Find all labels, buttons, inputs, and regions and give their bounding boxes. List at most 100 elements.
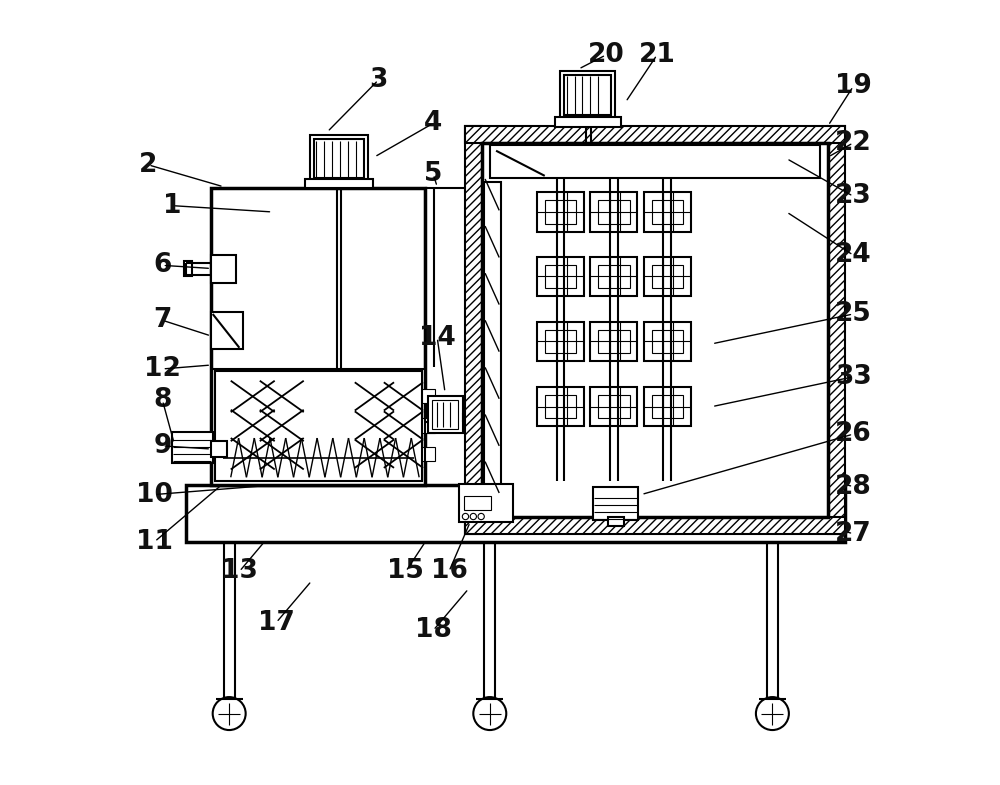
Bar bbox=[215, 371, 422, 481]
Bar bbox=[537, 257, 584, 296]
Text: 7: 7 bbox=[153, 307, 172, 334]
Bar bbox=[372, 389, 388, 403]
Text: 33: 33 bbox=[835, 363, 872, 390]
Bar bbox=[343, 418, 359, 433]
Bar bbox=[598, 265, 630, 288]
Bar bbox=[545, 395, 576, 418]
Text: 15: 15 bbox=[387, 558, 424, 585]
Bar bbox=[172, 432, 213, 463]
Bar bbox=[564, 75, 611, 115]
Bar bbox=[305, 179, 373, 188]
Text: 4: 4 bbox=[424, 110, 442, 137]
Text: 21: 21 bbox=[639, 42, 675, 68]
Bar bbox=[211, 255, 236, 283]
Bar bbox=[184, 261, 192, 276]
Bar bbox=[270, 389, 287, 404]
Bar bbox=[590, 387, 637, 426]
Bar bbox=[590, 322, 637, 361]
Bar bbox=[644, 387, 691, 426]
Text: 18: 18 bbox=[415, 617, 452, 644]
Text: 20: 20 bbox=[588, 42, 624, 68]
Text: 19: 19 bbox=[835, 73, 872, 100]
Bar bbox=[598, 200, 630, 224]
Bar bbox=[590, 257, 637, 296]
Bar bbox=[560, 71, 615, 119]
Bar bbox=[270, 418, 287, 433]
Circle shape bbox=[473, 697, 506, 730]
Bar bbox=[343, 447, 359, 461]
Bar bbox=[465, 126, 845, 143]
Bar bbox=[644, 257, 691, 296]
Text: 16: 16 bbox=[431, 558, 467, 585]
Bar bbox=[465, 126, 482, 534]
Bar bbox=[270, 446, 287, 462]
Bar bbox=[652, 265, 683, 288]
Bar bbox=[490, 145, 820, 178]
Bar bbox=[482, 143, 828, 517]
Circle shape bbox=[478, 513, 484, 520]
Circle shape bbox=[470, 513, 476, 520]
Bar bbox=[545, 200, 576, 224]
Bar bbox=[211, 312, 243, 349]
Text: 9: 9 bbox=[153, 433, 172, 459]
Text: 13: 13 bbox=[221, 558, 258, 585]
Bar bbox=[555, 117, 621, 127]
Bar bbox=[644, 322, 691, 361]
Bar bbox=[247, 418, 264, 433]
Bar bbox=[310, 135, 368, 182]
Bar bbox=[598, 395, 630, 418]
Bar bbox=[390, 389, 406, 403]
Bar bbox=[390, 447, 406, 461]
Circle shape bbox=[462, 513, 469, 520]
Bar bbox=[211, 441, 227, 457]
Bar bbox=[343, 389, 359, 403]
Bar bbox=[247, 446, 264, 462]
Text: 26: 26 bbox=[835, 421, 872, 447]
Bar bbox=[644, 192, 691, 232]
Bar bbox=[419, 447, 435, 461]
Text: 8: 8 bbox=[153, 387, 172, 414]
Bar bbox=[608, 517, 624, 526]
Bar bbox=[314, 139, 364, 178]
Text: 1: 1 bbox=[163, 192, 182, 219]
Bar bbox=[464, 496, 491, 510]
Bar bbox=[299, 446, 316, 462]
Text: 3: 3 bbox=[369, 67, 388, 93]
Bar bbox=[372, 447, 388, 461]
Bar bbox=[465, 517, 845, 534]
Bar bbox=[652, 330, 683, 353]
Text: 2: 2 bbox=[139, 152, 158, 178]
Bar bbox=[390, 418, 406, 433]
Bar bbox=[593, 487, 638, 520]
Bar bbox=[218, 389, 235, 404]
Text: 6: 6 bbox=[153, 252, 172, 279]
Text: 10: 10 bbox=[136, 481, 173, 508]
Bar bbox=[545, 330, 576, 353]
Bar bbox=[537, 192, 584, 232]
Bar bbox=[537, 387, 584, 426]
Bar bbox=[484, 182, 501, 513]
Bar bbox=[299, 418, 316, 433]
Text: 17: 17 bbox=[258, 609, 295, 636]
Bar bbox=[372, 418, 388, 433]
Bar bbox=[537, 322, 584, 361]
Bar bbox=[432, 400, 458, 429]
Bar bbox=[211, 188, 425, 485]
Bar bbox=[419, 418, 435, 433]
Bar bbox=[218, 446, 235, 462]
Bar bbox=[218, 418, 235, 433]
Circle shape bbox=[213, 697, 246, 730]
Bar bbox=[590, 192, 637, 232]
Bar bbox=[299, 389, 316, 404]
Text: 5: 5 bbox=[424, 161, 442, 188]
Text: 11: 11 bbox=[136, 528, 173, 555]
Text: 28: 28 bbox=[835, 473, 872, 500]
Text: 25: 25 bbox=[835, 301, 872, 327]
Circle shape bbox=[756, 697, 789, 730]
Bar bbox=[598, 330, 630, 353]
Bar bbox=[652, 200, 683, 224]
Bar bbox=[419, 389, 435, 403]
Text: 14: 14 bbox=[419, 324, 456, 351]
Text: 24: 24 bbox=[835, 242, 872, 268]
Bar bbox=[428, 396, 463, 433]
